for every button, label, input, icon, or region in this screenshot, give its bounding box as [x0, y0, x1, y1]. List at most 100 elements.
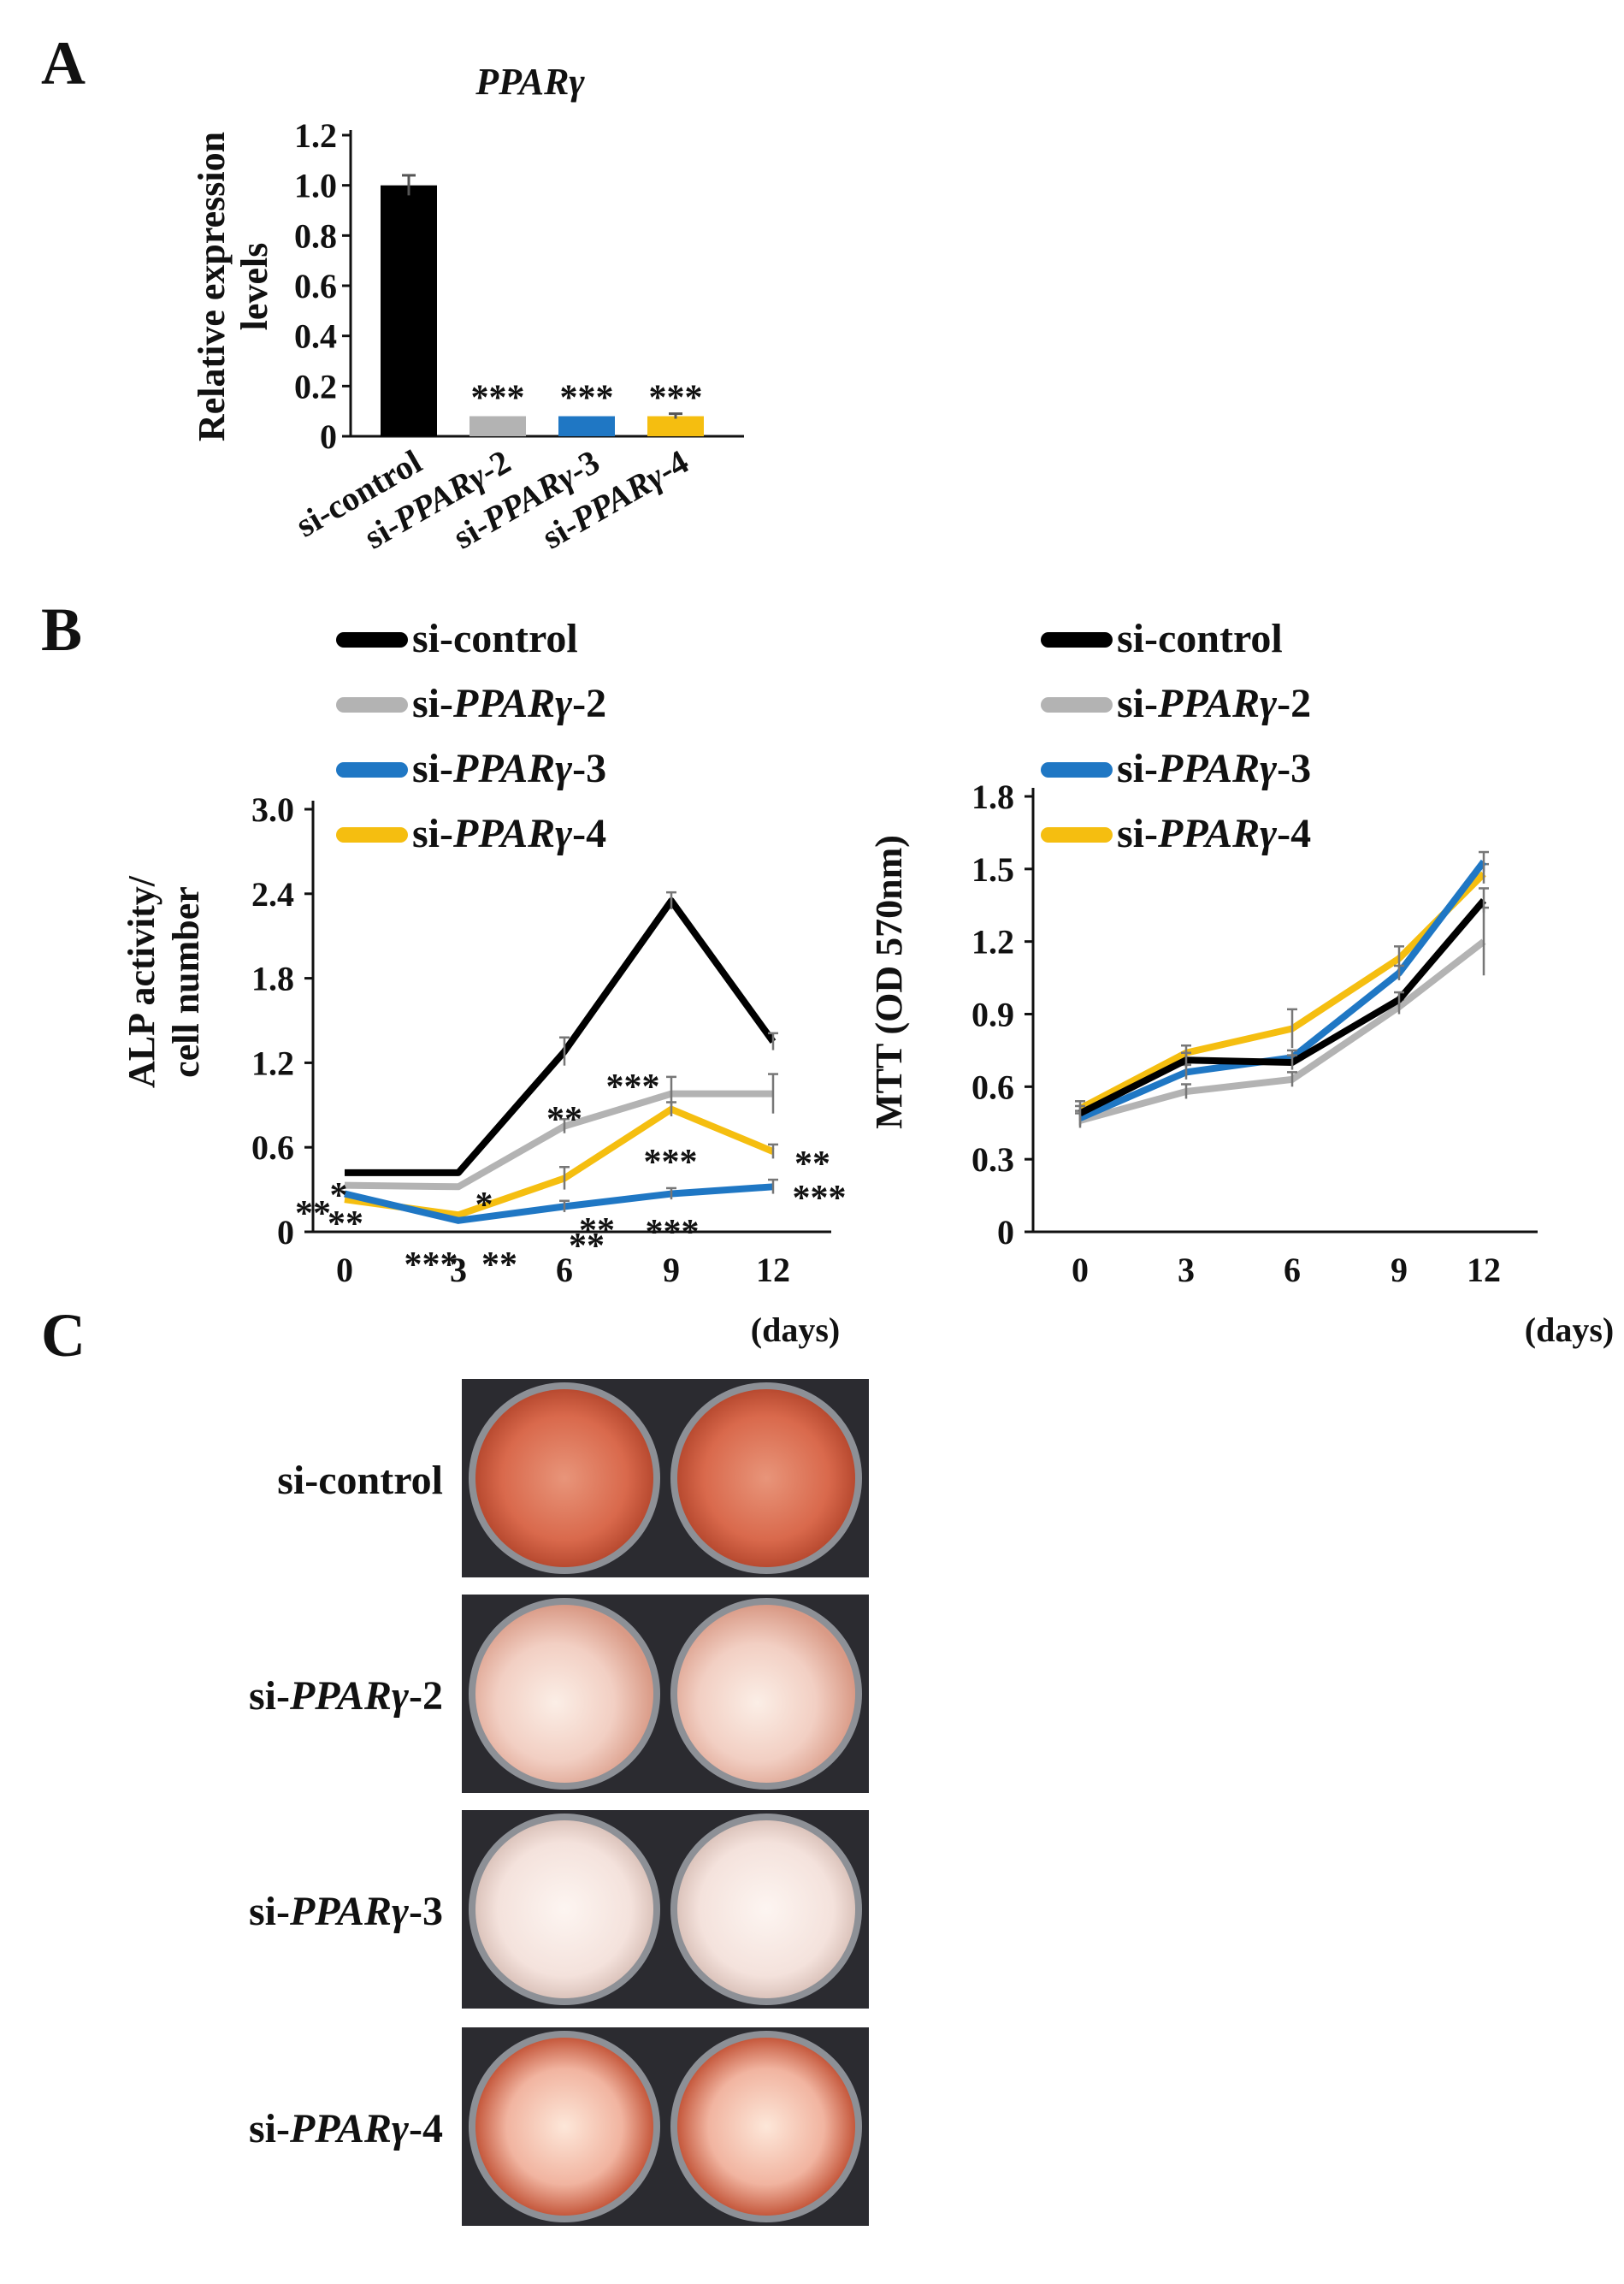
y-tick-label: 0 — [320, 417, 337, 456]
x-tick-label: 12 — [1467, 1251, 1501, 1289]
legend-label-prefix: si- — [412, 811, 453, 856]
y-axis-label-line2: levels — [233, 243, 275, 331]
legend-label-italic: PPARγ — [1157, 746, 1277, 791]
legend-label-italic: PPARγ — [452, 811, 572, 856]
significance-mark: ** — [295, 1194, 331, 1234]
stained-well — [677, 1820, 855, 1998]
alp-activity-line-chart: 0 0.6 1.2 1.8 2.4 3.0 0 3 6 9 12 (days) ALP activity… — [121, 616, 847, 1349]
y-tick-label: 1.8 — [251, 960, 294, 998]
expression-bar-chart: PPARγ 0 0.2 0.4 0.6 0.8 1.0 1.2 Relative express… — [191, 61, 744, 556]
stained-well — [677, 1389, 855, 1567]
significance-mark: ** — [546, 1100, 582, 1139]
legend-label-prefix: si-control — [412, 616, 578, 661]
panel-letter-c: C — [41, 1301, 86, 1370]
significance-mark: * — [475, 1186, 493, 1225]
panel-letter-a: A — [41, 29, 86, 98]
y-tick-label: 1.2 — [294, 116, 337, 155]
significance-mark: ** — [569, 1227, 605, 1266]
y-tick-label: 3.0 — [251, 790, 294, 829]
y-tick-label: 0.9 — [971, 996, 1014, 1034]
legend-label: si-PPARγ-4 — [412, 811, 606, 856]
stained-well — [475, 2038, 653, 2216]
legend-label-suffix: -4 — [1277, 811, 1311, 856]
x-axis-label: (days) — [751, 1311, 840, 1349]
x-tick-label: 9 — [663, 1251, 680, 1289]
significance-mark: ** — [481, 1246, 517, 1285]
x-tick-label: 6 — [556, 1251, 573, 1289]
series-line — [344, 1183, 774, 1224]
y-tick-label: 2.4 — [251, 875, 294, 914]
legend-label: si-PPARγ-3 — [412, 746, 606, 791]
legend-label-suffix: -3 — [1277, 746, 1311, 791]
bar — [469, 416, 526, 436]
significance-mark: *** — [471, 379, 525, 418]
x-tick-label: 9 — [1391, 1251, 1408, 1289]
row-label: si-PPARγ-3 — [249, 1889, 443, 1934]
significance-mark: * — [330, 1176, 348, 1216]
stained-well — [677, 2038, 855, 2216]
row-label-prefix: si- — [249, 1673, 290, 1719]
significance-mark: ** — [794, 1145, 830, 1184]
legend-label: si-PPARγ-2 — [1117, 681, 1311, 726]
row-label: si-PPARγ-2 — [249, 1673, 443, 1719]
legend-label-prefix: si- — [1117, 746, 1158, 791]
legend-label-prefix: si- — [412, 746, 453, 791]
panel-letter-b: B — [41, 595, 82, 664]
significance-mark: ** — [328, 1204, 363, 1244]
stained-well — [475, 1820, 653, 1998]
y-axis-label: Relative expression — [191, 132, 233, 441]
y-tick-label: 0.6 — [971, 1068, 1014, 1106]
y-tick-label: 1.8 — [971, 778, 1014, 816]
legend-label-italic: PPARγ — [452, 681, 572, 726]
bar — [558, 416, 615, 436]
x-axis-label: (days) — [1525, 1311, 1614, 1349]
x-tick-label: 3 — [1178, 1251, 1195, 1289]
significance-mark: *** — [649, 379, 703, 418]
legend-label-prefix: si- — [1117, 811, 1158, 856]
y-tick-label: 0.6 — [294, 267, 337, 305]
significance-mark: *** — [606, 1068, 660, 1107]
significance-mark: *** — [560, 379, 614, 418]
legend-label-prefix: si- — [1117, 681, 1158, 726]
row-label-italic: PPARγ — [289, 1889, 409, 1934]
row-label-suffix: -3 — [409, 1889, 443, 1934]
legend-label: si-PPARγ-4 — [1117, 811, 1311, 856]
row-label-suffix: -2 — [409, 1673, 443, 1719]
significance-mark: *** — [405, 1246, 458, 1285]
mtt-line-chart: 0 0.3 0.6 0.9 1.2 1.5 1.8 0 3 6 9 12 (days) MTT (OD 5… — [868, 616, 1614, 1349]
chart-title: PPARγ — [475, 61, 585, 103]
bar — [381, 185, 437, 436]
y-tick-label: 0.3 — [971, 1140, 1014, 1179]
y-tick-label: 0.8 — [294, 216, 337, 255]
legend-label-prefix: si-control — [1117, 616, 1283, 661]
legend-label-italic: PPARγ — [1157, 681, 1277, 726]
legend-label: si-PPARγ-2 — [412, 681, 606, 726]
row-label: si-control — [277, 1458, 443, 1503]
y-tick-label: 0.6 — [251, 1128, 294, 1167]
legend-label-suffix: -2 — [1277, 681, 1311, 726]
row-label-italic: PPARγ — [289, 2106, 409, 2151]
row-label-prefix: si- — [249, 2106, 290, 2151]
stained-well — [475, 1605, 653, 1783]
y-tick-label: 1.0 — [294, 167, 337, 205]
legend-label-prefix: si- — [412, 681, 453, 726]
row-label-prefix: si- — [249, 1889, 290, 1934]
legend-label-suffix: -4 — [572, 811, 606, 856]
legend-label-suffix: -3 — [572, 746, 606, 791]
significance-mark: *** — [793, 1179, 847, 1218]
stained-well — [475, 1389, 653, 1567]
y-tick-label: 1.2 — [251, 1044, 294, 1082]
y-tick-label: 0 — [277, 1213, 294, 1251]
legend-label-italic: PPARγ — [452, 746, 572, 791]
y-tick-label: 1.5 — [971, 850, 1014, 889]
legend-label-suffix: -2 — [572, 681, 606, 726]
x-tick-label: 3 — [450, 1251, 467, 1289]
y-tick-label: 0 — [997, 1213, 1014, 1251]
row-label: si-PPARγ-4 — [249, 2106, 443, 2151]
legend-label: si-control — [1117, 616, 1283, 661]
stained-well — [677, 1605, 855, 1783]
x-tick-label: 0 — [1072, 1251, 1089, 1289]
x-tick-label: 0 — [336, 1251, 353, 1289]
